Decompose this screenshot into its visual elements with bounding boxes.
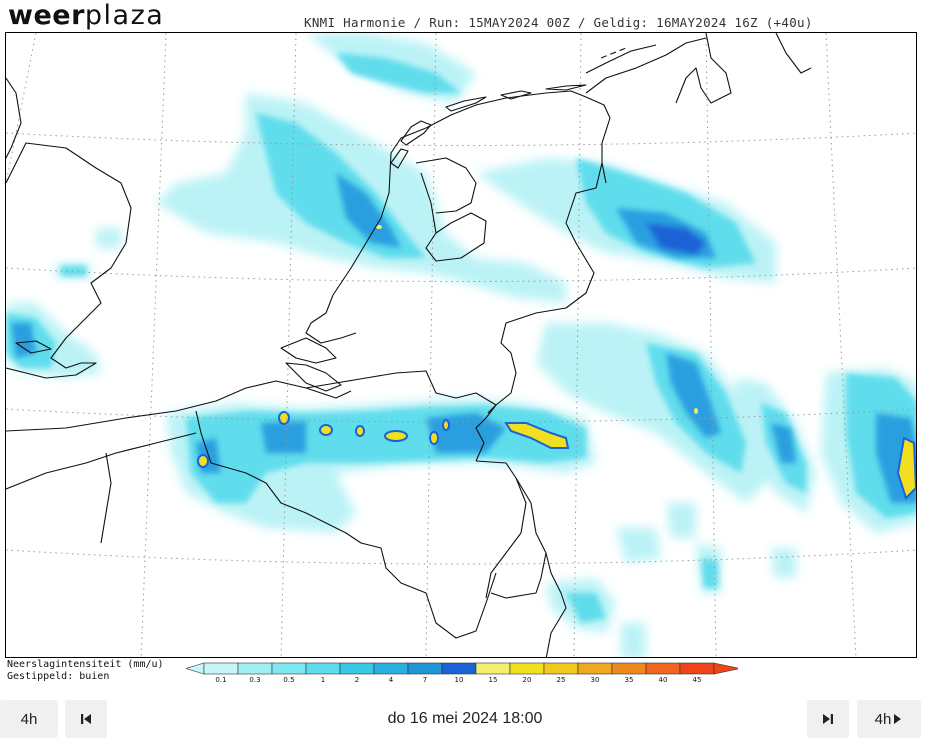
precipitation-map <box>5 32 917 658</box>
step-forward-4h-label: 4h <box>874 710 892 728</box>
legend-tick-label: 15 <box>488 676 498 684</box>
legend-tick-label: 0.3 <box>249 676 261 684</box>
play-right-icon <box>894 714 902 724</box>
legend-swatch <box>441 662 477 675</box>
skip-forward-icon <box>823 714 833 724</box>
legend-arrow-low <box>186 662 205 675</box>
legend-arrow-high <box>713 662 738 675</box>
brand-logo: weerplaza <box>8 0 164 31</box>
legend-swatch <box>645 662 681 675</box>
step-back-4h-button[interactable]: 4h <box>0 700 58 738</box>
legend-tick-label: 35 <box>624 676 634 684</box>
legend-tick-label: 4 <box>388 676 394 684</box>
current-time-label: do 16 mei 2024 18:00 <box>387 710 543 727</box>
step-forward-4h-button[interactable]: 4h <box>857 700 921 738</box>
step-back-4h-label: 4h <box>20 710 38 728</box>
skip-back-icon <box>81 714 91 724</box>
legend-tick-label: 0.5 <box>283 676 295 684</box>
precipitation-map-graphic <box>6 33 916 657</box>
legend-tick-label: 25 <box>556 676 566 684</box>
legend-tick-label: 2 <box>354 676 360 684</box>
legend-swatch <box>373 662 409 675</box>
legend-swatch <box>543 662 579 675</box>
legend-swatch <box>203 662 239 675</box>
legend-swatch <box>611 662 647 675</box>
graticule <box>6 33 916 657</box>
model-run-info: KNMI Harmonie / Run: 15MAY2024 00Z / Gel… <box>304 15 813 30</box>
legend-swatch <box>237 662 273 675</box>
brand-logo-part2: plaza <box>84 0 165 31</box>
first-frame-button[interactable] <box>65 700 107 738</box>
precipitation-color-scale <box>186 662 738 675</box>
legend-tick-label: 10 <box>454 676 464 684</box>
legend-swatch <box>577 662 613 675</box>
legend-tick-label: 30 <box>590 676 600 684</box>
coastlines-and-borders <box>6 33 812 657</box>
legend-tick-labels: 0.1 0.3 0.5 1 2 4 7 10 15 20 25 30 35 40 45 <box>0 676 930 688</box>
legend-subtitle: Gestippeld: buien <box>7 671 110 682</box>
legend-tick-label: 7 <box>422 676 428 684</box>
legend-title: Neerslagintensiteit (mm/u) <box>7 659 164 670</box>
legend-tick-label: 45 <box>692 676 702 684</box>
legend-tick-label: 1 <box>320 676 326 684</box>
brand-logo-part1: weer <box>8 0 85 31</box>
legend-tick-label: 0.1 <box>215 676 227 684</box>
legend-swatch <box>305 662 341 675</box>
legend-swatch <box>407 662 443 675</box>
legend-swatch <box>475 662 511 675</box>
last-frame-button[interactable] <box>807 700 849 738</box>
precipitation-layer <box>6 33 916 657</box>
legend-tick-label: 20 <box>522 676 532 684</box>
legend-swatch <box>679 662 715 675</box>
legend-swatch <box>271 662 307 675</box>
legend-swatch <box>339 662 375 675</box>
legend-swatch <box>509 662 545 675</box>
legend-tick-label: 40 <box>658 676 668 684</box>
